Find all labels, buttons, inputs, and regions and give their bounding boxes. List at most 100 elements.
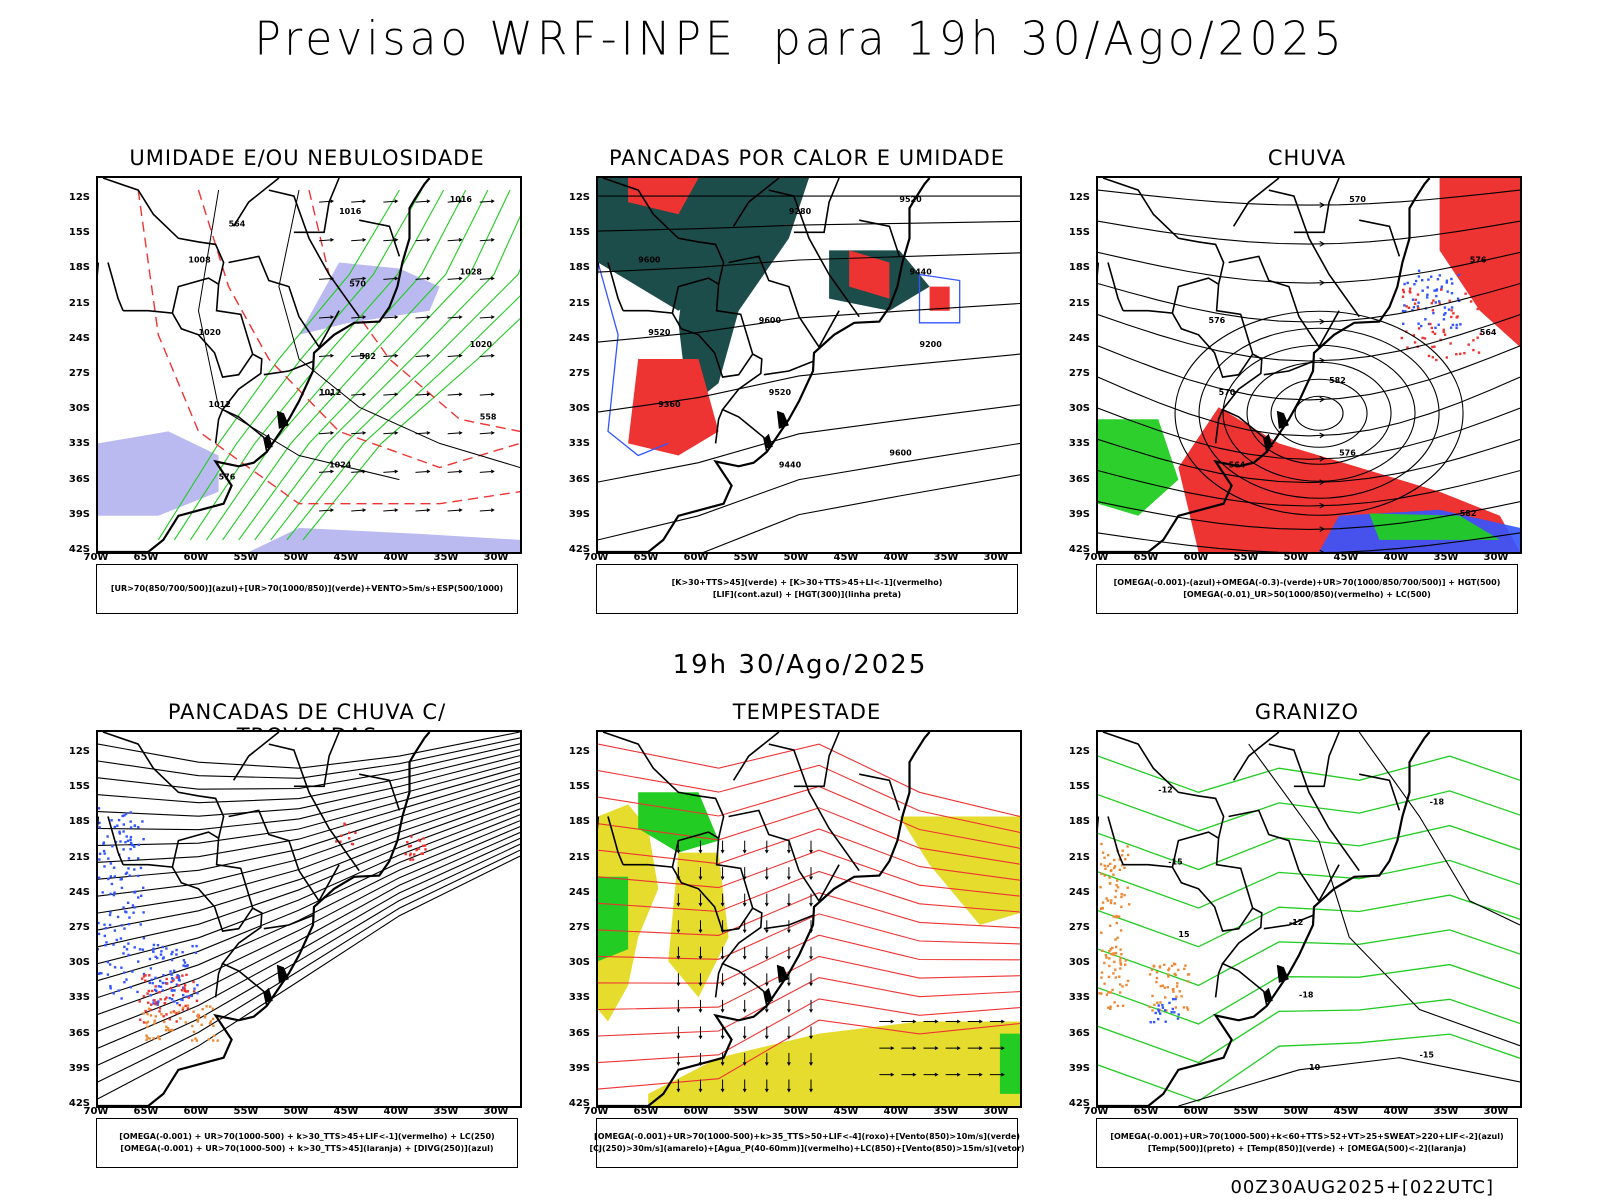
precip-dot <box>173 1011 176 1014</box>
precip-dot <box>1417 307 1420 310</box>
precip-dot <box>192 1030 196 1033</box>
streamline <box>1098 283 1520 323</box>
precip-dot <box>1113 902 1116 905</box>
humid-green-contour <box>206 189 467 541</box>
wind-vector <box>383 431 399 435</box>
precip-dot <box>146 992 149 995</box>
lat-tick-label: 18S <box>1068 262 1090 274</box>
lat-tick-label: 30S <box>1068 403 1090 415</box>
precip-dot <box>156 956 159 960</box>
precip-dot <box>1148 973 1152 976</box>
precip-dot <box>161 957 165 960</box>
precip-dot <box>142 995 146 998</box>
lc250-streamline <box>98 843 520 1066</box>
thickness-contour <box>308 189 520 433</box>
wind-vector <box>923 1072 939 1077</box>
streamline-arrow <box>1319 241 1326 247</box>
lat-tick-label: 12S <box>68 192 90 203</box>
lat-tick-label: 21S <box>568 297 590 309</box>
precip-dot <box>175 1020 178 1023</box>
wind-vector <box>479 431 495 435</box>
humid-green-contour <box>157 189 400 541</box>
precip-dot <box>102 842 105 845</box>
precip-dot <box>98 858 101 861</box>
wind-vector <box>676 946 681 960</box>
precip-dot <box>409 858 412 861</box>
lc250-streamline <box>98 778 520 880</box>
legend-line-1: [K>30+TTS>45](verde) + [K>30+TTS>45+LI<-… <box>671 578 943 587</box>
lat-tick-label: 27S <box>1068 368 1090 379</box>
precip-dot <box>147 1007 151 1010</box>
lat-tick-label: 18S <box>68 816 90 828</box>
precip-dot <box>418 839 422 843</box>
precip-dot <box>182 959 186 962</box>
wind-vector <box>319 392 335 397</box>
precip-dot <box>1409 287 1412 290</box>
state-border <box>1107 816 1124 866</box>
precip-dot <box>142 886 145 889</box>
contour-label: 9360 <box>658 400 681 409</box>
precip-dot <box>160 1013 163 1016</box>
precip-dot <box>1442 318 1446 321</box>
precip-dot <box>170 958 174 962</box>
wind-vector <box>319 469 335 474</box>
wind-vector <box>447 508 463 513</box>
lat-tick-label: 30S <box>568 957 590 969</box>
humid-green-contour <box>286 295 520 541</box>
lon-tick-label: 65W <box>133 552 159 563</box>
precip-dot <box>106 960 109 964</box>
precip-dot <box>1100 992 1103 995</box>
wind-vector <box>787 1052 791 1066</box>
precip-dot <box>170 989 173 992</box>
wind-vector <box>698 973 703 987</box>
precip-dot <box>339 840 342 843</box>
streamline <box>1098 376 1520 437</box>
precip-dot <box>1126 886 1129 889</box>
precip-dot <box>1159 1012 1162 1015</box>
lc250-streamline <box>98 784 520 897</box>
precip-dot <box>120 997 123 1000</box>
wind-vector <box>415 238 431 242</box>
precip-dot <box>1100 971 1104 974</box>
panel-title: CHUVA <box>1267 146 1347 170</box>
precip-dot <box>1175 995 1178 998</box>
lat-tick-label: 39S <box>568 508 590 520</box>
precip-dot <box>1116 879 1119 882</box>
precip-dot <box>1114 968 1117 971</box>
lagoon <box>1276 964 1289 983</box>
precip-dot <box>120 924 123 927</box>
precip-dot <box>1106 864 1110 868</box>
precip-dot <box>1119 991 1122 994</box>
precip-dot <box>101 891 104 894</box>
lat-tick-label: 24S <box>1068 332 1090 344</box>
lon-tick-label: 65W <box>633 1106 659 1117</box>
precip-dot <box>103 934 106 938</box>
contour-label: 570 <box>1349 195 1366 204</box>
lifted-index-contour <box>918 273 961 324</box>
lon-tick-label: 40W <box>883 552 909 563</box>
state-border <box>171 277 220 314</box>
wind-vector <box>720 946 725 960</box>
humid-green-contour <box>238 189 511 541</box>
state-border <box>793 178 840 234</box>
precip-dot <box>158 1007 162 1010</box>
wind-vector <box>809 973 813 987</box>
precip-dot <box>136 990 139 994</box>
lat-tick-label: 27S <box>568 368 590 379</box>
state-border <box>607 816 624 866</box>
precip-dot <box>1431 345 1434 349</box>
wind-vector <box>351 238 367 242</box>
precip-dot <box>409 844 412 848</box>
precip-dot <box>1173 963 1177 966</box>
precip-dot <box>142 1021 146 1024</box>
state-border <box>214 963 224 998</box>
lat-tick-label: 39S <box>1068 1062 1090 1074</box>
state-border <box>1107 262 1124 312</box>
precip-dot <box>1451 282 1454 285</box>
precip-dot <box>111 845 114 848</box>
precip-dot <box>422 837 425 840</box>
precip-dot <box>1151 1009 1154 1012</box>
contour-label: 9520 <box>769 388 792 397</box>
precip-dot <box>200 1023 203 1026</box>
